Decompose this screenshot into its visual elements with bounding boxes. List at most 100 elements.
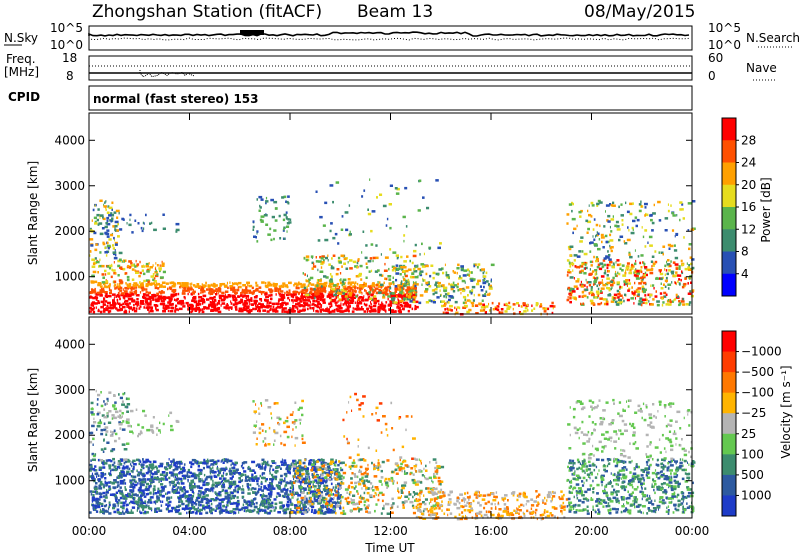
power-cell [443,289,448,292]
power-cell [329,305,332,309]
power-cell [102,216,104,219]
velocity-cell [144,500,147,503]
velocity-cell [181,489,184,493]
velocity-cell [142,475,145,478]
power-cell [597,302,601,306]
power-cell [246,281,249,285]
power-cell [580,236,584,239]
velocity-cell [270,485,274,488]
velocity-cell [262,492,264,496]
velocity-cell [336,500,339,503]
velocity-cell [197,475,200,478]
velocity-cell [251,502,254,506]
velocity-cell [193,508,198,511]
power-cell [347,261,349,264]
velocity-cell [95,497,99,501]
power-cell [454,306,456,310]
power-cell [367,285,371,288]
velocity-cell [154,472,158,475]
velocity-cell [324,489,327,493]
velocity-cell [253,487,257,491]
velocity-cell [324,471,328,475]
power-cell [363,310,367,313]
power-cell [302,295,307,299]
velocity-cell [178,482,180,485]
power-cell [129,302,131,305]
power-cell [675,281,677,285]
power-cell [596,265,600,269]
velocity-cell [119,496,123,500]
power-cell [642,261,644,264]
power-cell [617,271,619,275]
power-cell [237,283,239,286]
power-cell [367,309,369,312]
velocity-cell [294,504,298,507]
power-cell [283,307,287,310]
power-cell [448,276,450,280]
power-cell [434,283,437,287]
power-cell [279,290,284,293]
velocity-cell [123,495,127,498]
power-cell [600,236,605,239]
power-cell [169,281,173,285]
velocity-cell [277,486,281,490]
power-cell [661,297,664,300]
power-cell [578,210,582,214]
velocity-cell [318,486,321,490]
power-cell [358,272,362,276]
velocity-cell [179,488,183,491]
power-cell [566,222,569,225]
power-cell [145,291,148,294]
power-cell [423,252,425,256]
power-cell [98,222,103,225]
power-cell [593,296,596,299]
power-cell [224,290,229,293]
power-cell [216,290,217,294]
power-cell [588,204,590,207]
velocity-cell [146,478,151,481]
velocity-cell [334,471,336,475]
velocity-cell [333,463,335,466]
power-cell [105,208,107,211]
velocity-cell [221,484,224,488]
power-cell [325,284,328,288]
power-cell [584,263,587,266]
power-cell [452,281,455,285]
power-cell [101,264,105,268]
power-cell [569,276,574,279]
power-cell [341,215,344,218]
power-cell [122,305,126,309]
power-cell [206,298,210,301]
power-cell [481,299,484,302]
power-cell [609,203,612,206]
velocity-cell [327,488,330,491]
power-cell [280,298,285,301]
power-cell [89,296,93,299]
power-cell [245,296,248,300]
velocity-cell [203,507,206,510]
velocity-cell [151,468,153,471]
power-cell [185,282,187,286]
power-cell [606,266,609,270]
velocity-cell [231,494,234,497]
velocity-cell [172,459,175,463]
power-cell [587,281,592,284]
power-cell [184,284,186,287]
power-cell [628,287,631,291]
power-cell [197,300,201,303]
power-cell [382,204,387,208]
power-cell [112,303,114,307]
power-cell [667,264,670,268]
power-cell [340,278,342,281]
velocity-cell [197,492,199,496]
power-cell [631,286,633,289]
velocity-cell [254,477,258,480]
power-cell [402,297,407,300]
power-cell [265,285,269,289]
velocity-cell [155,502,157,505]
power-cell [373,295,377,298]
power-cell [108,214,112,217]
velocity-cell [229,473,232,476]
power-cell [400,282,403,286]
velocity-cell [193,505,196,509]
